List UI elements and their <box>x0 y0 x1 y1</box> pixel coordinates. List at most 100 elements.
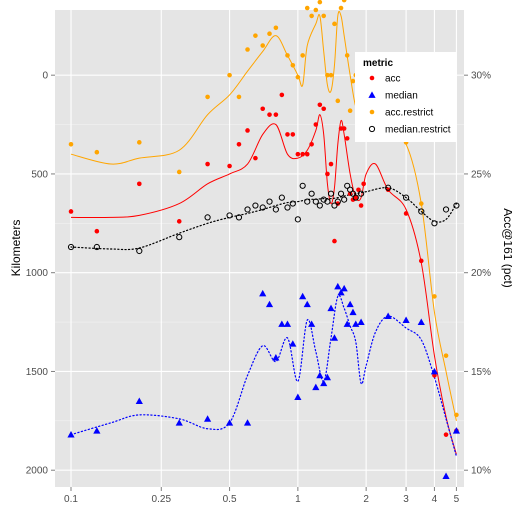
x-tick-label: 0.25 <box>152 494 172 505</box>
point-median <box>384 312 392 320</box>
x-tick-label: 2 <box>363 494 369 505</box>
point-median <box>330 334 339 341</box>
x-tick-label: 0.5 <box>223 494 237 505</box>
point-median-restrict <box>176 234 183 241</box>
point-median <box>352 320 360 327</box>
point-median <box>357 318 365 325</box>
point-acc <box>227 163 232 169</box>
point-median-restrict <box>226 212 233 219</box>
point-acc-restrict <box>253 33 258 38</box>
point-median <box>334 282 342 290</box>
legend-key-acc <box>369 75 375 81</box>
point-median-restrict <box>136 247 143 255</box>
point-acc <box>176 219 182 224</box>
point-acc-restrict <box>290 63 296 68</box>
y-right-tick-label: 30% <box>471 71 491 82</box>
point-acc-restrict <box>341 0 347 3</box>
point-median <box>67 431 75 438</box>
point-acc <box>403 211 409 216</box>
point-median-restrict <box>259 204 266 211</box>
legend-key-median <box>368 91 376 98</box>
point-acc-restrict <box>347 108 353 114</box>
point-acc <box>205 161 210 167</box>
point-median-restrict <box>304 198 311 205</box>
y-axis-left-title: Kilometers <box>9 220 23 277</box>
point-median <box>327 304 335 312</box>
x-tick-label: 5 <box>454 494 460 505</box>
legend-label-acc-restrict: acc.restrict <box>385 108 434 119</box>
point-acc-restrict <box>309 13 314 19</box>
point-acc <box>341 126 347 131</box>
y-left-tick-label: 1500 <box>26 367 49 378</box>
series-line-median <box>70 294 458 457</box>
point-acc <box>136 181 142 187</box>
point-acc <box>358 203 364 208</box>
point-acc <box>353 195 359 200</box>
y-right-tick-label: 20% <box>471 268 491 279</box>
point-acc <box>236 142 242 147</box>
point-median-restrict <box>331 202 338 209</box>
point-median <box>402 316 410 323</box>
x-tick-label: 4 <box>432 494 438 505</box>
point-acc-restrict <box>325 72 330 78</box>
point-acc-restrict <box>418 201 424 206</box>
point-median-restrict <box>337 190 345 197</box>
point-median-restrict <box>442 206 450 213</box>
point-median <box>417 318 425 325</box>
point-median-restrict <box>284 204 291 211</box>
point-acc-restrict <box>338 5 344 11</box>
point-median <box>272 354 280 361</box>
point-acc <box>68 209 74 214</box>
axes: 0.1 0.25 0.5 1 2 3 4 5 0 500 1000 1500 2000 10% 15% 20%… <box>26 71 491 505</box>
point-median <box>430 367 439 375</box>
point-acc-restrict <box>260 43 266 48</box>
point-median-restrict <box>402 194 410 201</box>
point-median-restrict <box>352 194 359 201</box>
point-acc-restrict <box>443 353 449 358</box>
point-median <box>349 308 357 316</box>
point-acc-restrict <box>273 25 279 31</box>
point-median-restrict <box>67 243 75 251</box>
point-median <box>343 320 351 327</box>
point-median <box>320 379 328 387</box>
point-acc <box>300 151 305 157</box>
point-acc <box>279 92 285 98</box>
point-acc <box>260 106 266 112</box>
point-acc-restrict <box>335 98 341 104</box>
point-median-restrict <box>299 182 306 189</box>
point-median-restrict <box>316 202 323 209</box>
point-median-restrict <box>204 214 211 221</box>
point-acc-restrict <box>295 74 301 80</box>
point-acc <box>94 228 100 234</box>
point-acc <box>328 161 334 167</box>
point-median-restrict <box>347 186 354 193</box>
point-acc <box>313 122 319 127</box>
series-points <box>67 0 461 480</box>
point-acc <box>285 132 290 137</box>
point-acc <box>385 187 391 193</box>
point-median-restrict <box>93 243 100 251</box>
point-acc-restrict <box>350 78 356 84</box>
point-median-restrict <box>324 198 331 205</box>
point-median <box>442 472 450 480</box>
y-left-tick-label: 2000 <box>26 466 49 477</box>
point-median <box>340 284 348 292</box>
point-median-restrict <box>431 220 438 227</box>
y-right-tick-label: 10% <box>471 466 491 477</box>
x-tick-label: 3 <box>403 494 409 505</box>
point-acc-restrict <box>304 5 310 11</box>
point-median-restrict <box>289 200 296 207</box>
point-acc-restrict <box>68 142 74 147</box>
point-acc <box>332 238 337 244</box>
grid <box>55 10 464 487</box>
point-acc <box>361 181 366 187</box>
point-acc-restrict <box>205 94 210 100</box>
point-median-restrict <box>418 208 425 215</box>
series-line-median-restrict <box>70 187 458 251</box>
y-left-tick-label: 0 <box>42 71 48 82</box>
point-median-restrict <box>341 196 348 203</box>
point-median <box>93 427 101 434</box>
y-axis-right-title: Acc@161 (pct) <box>501 208 512 288</box>
y-left-tick-label: 500 <box>31 169 48 180</box>
point-median <box>265 300 274 308</box>
